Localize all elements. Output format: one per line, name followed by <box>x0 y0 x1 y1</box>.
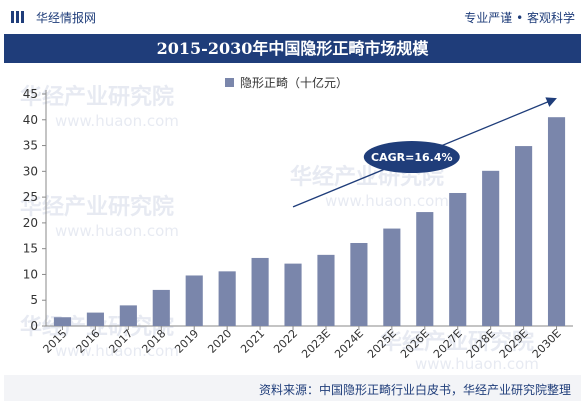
x-tick-label: 2021 <box>238 327 267 356</box>
bar <box>383 228 401 326</box>
watermark-url: www.huaon.com <box>325 192 449 210</box>
x-tick-label: 2022 <box>271 327 300 356</box>
bars <box>53 117 566 326</box>
y-tick-label: 45 <box>23 87 38 101</box>
watermark-url: www.huaon.com <box>415 355 539 373</box>
y-tick-label: 10 <box>23 267 38 281</box>
watermark-url: www.huaon.com <box>55 342 179 360</box>
slogan: 专业严谨 • 客观科学 <box>464 11 575 25</box>
y-tick-label: 35 <box>23 139 38 153</box>
source-note: 资料来源：中国隐形正畸行业白皮书，华经产业研究院整理 <box>258 383 571 397</box>
chart-title: 2015-2030年中国隐形正畸市场规模 <box>156 39 429 58</box>
bar <box>449 192 467 326</box>
top-bar: 华经情报网 专业严谨 • 客观科学 <box>0 0 585 34</box>
legend-label: 隐形正畸（十亿元） <box>240 75 348 90</box>
bar <box>251 257 269 326</box>
x-tick-label: 2024E <box>332 327 366 361</box>
cagr-annotation: CAGR=16.4% <box>292 97 557 208</box>
y-tick-label: 5 <box>30 293 38 307</box>
footer: 资料来源：中国隐形正畸行业白皮书，华经产业研究院整理 <box>4 375 581 401</box>
bar <box>185 275 203 326</box>
y-tick-label: 0 <box>30 319 38 333</box>
y-tick-label: 20 <box>23 216 38 230</box>
bar <box>284 263 302 326</box>
bar <box>350 242 368 326</box>
x-tick-label: 2020 <box>205 327 234 356</box>
y-tick-label: 25 <box>23 190 38 204</box>
brand-name: 华经情报网 <box>36 11 97 25</box>
watermark-url: www.huaon.com <box>55 112 179 130</box>
bar <box>515 146 533 326</box>
y-tick-label: 30 <box>23 164 38 178</box>
bar <box>119 305 137 326</box>
x-tick-label: 2019 <box>172 327 201 356</box>
y-tick-label: 40 <box>23 113 38 127</box>
x-tick-label: 2030E <box>530 327 564 361</box>
bar <box>86 312 104 326</box>
watermark-url: www.huaon.com <box>55 222 179 240</box>
title-bar: 2015-2030年中国隐形正畸市场规模 <box>4 34 581 63</box>
watermark-text: 华经产业研究院 <box>20 84 174 110</box>
y-tick-label: 15 <box>23 242 38 256</box>
bar <box>317 254 335 326</box>
bar <box>152 289 170 326</box>
cagr-badge <box>363 141 460 174</box>
bar <box>482 170 500 326</box>
legend: 隐形正畸（十亿元） <box>225 75 348 90</box>
watermark-text: 华经产业研究院 <box>20 194 174 220</box>
x-tick-label: 2023E <box>299 327 333 361</box>
bar <box>547 117 566 326</box>
bar-chart: 华经产业研究院 www.huaon.com 华经产业研究院 www.huaon.… <box>20 75 573 373</box>
bar <box>53 317 72 326</box>
cagr-label: CAGR=16.4% <box>371 151 452 164</box>
bar <box>416 212 434 326</box>
watermark-text: 华经产业研究院 <box>380 329 534 355</box>
brand-logo-icon <box>11 11 24 23</box>
legend-swatch <box>225 78 234 87</box>
bar <box>218 271 236 326</box>
